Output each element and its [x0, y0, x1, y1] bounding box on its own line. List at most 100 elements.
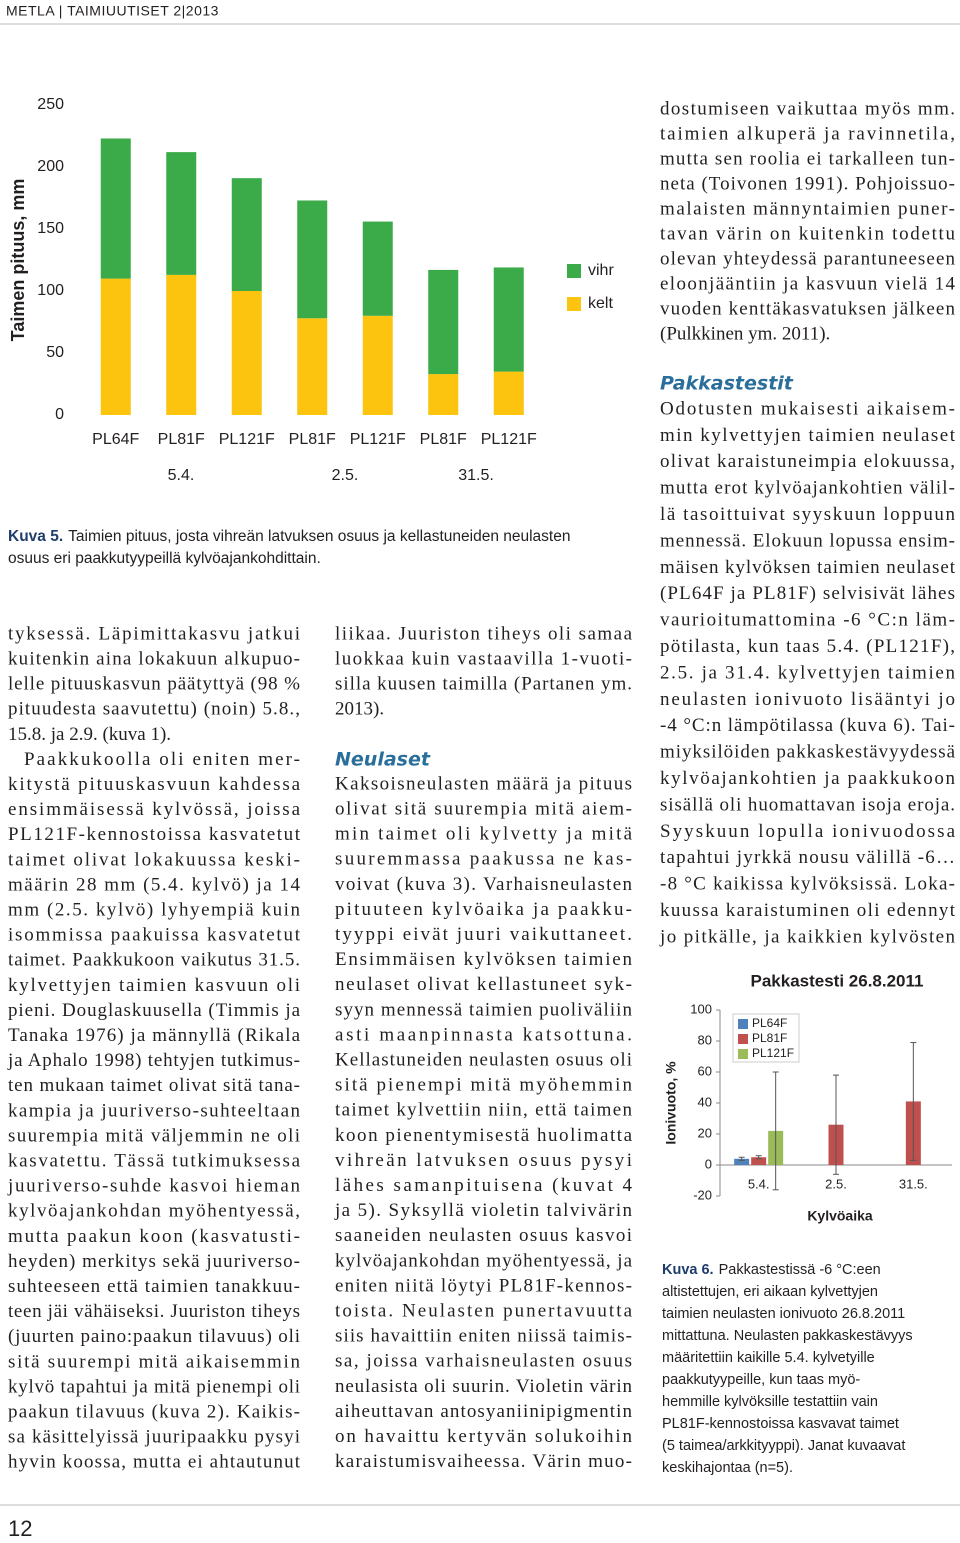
body-line: miyksilöiden pakkaskestävyydessä [660, 742, 956, 763]
body-line: sitä suurempi mitä aikaisemmin [8, 1351, 301, 1372]
body-line: -8 °C kaikissa kylvöksissä. Loka- [660, 874, 955, 895]
body-line: pituudesta saavutettu) (noin) 5.8., [8, 699, 300, 720]
legend-swatch [738, 1019, 748, 1029]
body-line: jo pitkälle, ja kaikkien kylvösten [659, 926, 956, 947]
bar-segment [428, 269, 459, 375]
body-line: Syyskuun lopulla ionivuodossa [660, 821, 956, 842]
body-line: kylvöajankohdan myöhentyessä, ja [335, 1250, 633, 1271]
body-line: tapahtui jyrkkä nousu välillä -6… [660, 847, 955, 868]
body-line: mutta sen roolia ei tarkalleen tun- [660, 148, 955, 169]
body-line: taimien alkuperä ja ravinnetila, [660, 123, 955, 144]
body-line: 15.8. ja 2.9. (kuva 1). [8, 724, 171, 745]
x-tick-label: PL121F [481, 431, 537, 448]
x-tick-label: PL81F [158, 431, 205, 448]
body-line: tyksessä. Läpimittakasvu jatkui [8, 623, 300, 644]
x-tick-label: 2.5. [825, 1176, 847, 1191]
body-line: Odotusten mukaisesti aikaisem- [660, 398, 955, 419]
body-line: 2013). [335, 699, 384, 720]
body-line: siis havaittiin eniten niissä taimis- [335, 1326, 632, 1347]
body-line: eloonjääntiin ja kasvuun vielä 14 [660, 273, 956, 294]
body-line: kampia ja juuriverso-suhteeltaan [8, 1100, 301, 1121]
y-tick-label: 250 [37, 96, 64, 113]
body-line: Paakkukoolla oli eniten mer- [24, 749, 300, 770]
body-line: suurempia mitä väljemmin ne oli [8, 1125, 300, 1146]
caption-text: Taimien pituus, josta vihreän latvuksen … [68, 528, 570, 545]
body-line: voivat (kuva 3). Varhaisneulasten [335, 874, 633, 895]
legend-label: PL81F [752, 1031, 787, 1045]
body-line: suhteeseen että taimien tanakkuu- [8, 1276, 300, 1297]
body-line: Kellastuneiden neulasten osuus oli [335, 1049, 632, 1070]
body-line: aiheuttavan antosyaniinipigmentin [335, 1401, 633, 1422]
body-line: sa käsittelyissä juuripaakku pysyi [8, 1427, 300, 1448]
caption-line: PL81F-kennostoissa kasvavat taimet [662, 1416, 899, 1432]
body-line: taimet. Paakkukoon vaikutus 31.5. [8, 950, 300, 971]
body-line: 2.5. ja 31.4. kylvettyjen taimien [660, 662, 956, 683]
section-heading: Pakkastestit [660, 373, 794, 395]
y-tick-label: 150 [37, 220, 64, 237]
y-tick-label: 80 [698, 1032, 712, 1047]
body-line: kylvettyjen taimien kasvuun oli [8, 975, 300, 996]
x-tick-label: 31.5. [899, 1176, 928, 1191]
caption-line: hemmille kylvöksille testattiin vain [662, 1394, 878, 1410]
bar-segment [362, 315, 393, 415]
body-line: luokkaa kuin vastaavilla 1-vuoti- [335, 648, 632, 669]
legend-label: vihr [588, 262, 614, 279]
body-line: tavan värin on kuitenkin todettu [660, 223, 956, 244]
body-line: (Pulkkinen ym. 2011). [660, 323, 830, 344]
body-line: neulasten ionivuoto lisääntyi jo [660, 689, 955, 710]
body-line: ja 5). Syksyllä violetin talvivärin [334, 1200, 633, 1221]
y-tick-label: 20 [698, 1125, 712, 1140]
legend-label: PL64F [752, 1016, 787, 1030]
bar-segment [231, 291, 262, 415]
body-line: lä tasoittuivat syyskuun loppuun [660, 504, 956, 525]
body-line: ja Aphalo 1998) tehtyjen tutkimus- [7, 1050, 300, 1071]
caption-text: Pakkastestissä -6 °C:een [719, 1262, 881, 1278]
y-tick-label: 60 [698, 1063, 712, 1078]
legend-label: kelt [588, 295, 613, 312]
caption-line: Kuva 5. Taimien pituus, josta vihreän lat… [8, 528, 570, 545]
body-line: pötilasta, kun taas 5.4. (PL121F), [660, 636, 955, 657]
bar-segment [428, 374, 459, 415]
y-tick-label: 200 [37, 158, 64, 175]
body-line: ten mukaan taimet olivat sitä tana- [8, 1075, 300, 1096]
body-line: olivat karaistuneimpia elokuussa, [660, 451, 955, 472]
caption-label: Kuva 6. [662, 1262, 714, 1278]
body-line: saaneiden neulasten osuus kasvoi [335, 1225, 632, 1246]
body-line: koon pienentymisestä huolimatta [335, 1125, 633, 1146]
bar [734, 1158, 750, 1165]
caption-line: osuus eri paakkutyypeillä kylvöajankohdi… [8, 550, 321, 567]
body-line: vaurioitumattomina -6 °C:n läm- [660, 610, 955, 631]
caption-label: Kuva 5. [8, 528, 63, 545]
body-line: neta (Toivonen 1991). Pohjoissuo- [660, 173, 955, 194]
body-line: mäisen kylvöksen taimien neulaset [660, 557, 956, 578]
body-line: pituuteen kylvöaika ja paakku- [335, 899, 632, 920]
body-line: määrin 28 mm (5.4. kylvö) ja 14 [8, 874, 301, 895]
body-line: malaisten männyntaimien puner- [660, 198, 955, 219]
bar-segment [493, 371, 524, 415]
y-tick-label: 100 [690, 1001, 712, 1016]
x-tick-label: 5.4. [748, 1176, 770, 1191]
body-line: syyn mennessä taimien puoliväliin [335, 999, 633, 1020]
bar-segment [493, 267, 524, 372]
x-tick-label: PL121F [350, 431, 406, 448]
bar-segment [166, 152, 197, 275]
caption-line: taimien neulasten ionivuoto 26.8.2011 [662, 1306, 905, 1322]
bar-segment [297, 200, 328, 319]
body-line: toista. Neulasten punertavuutta [335, 1300, 633, 1321]
legend-swatch [567, 264, 581, 278]
body-line: taimet kylvettiin niin, että taimen [335, 1100, 633, 1121]
body-line: min kylvettyjen taimien neulaset [660, 425, 956, 446]
body-line: kylvö tapahtui ja mitä pienempi oli [8, 1376, 300, 1397]
caption-line: paakkutyypeille, kun taas myö- [662, 1372, 860, 1388]
y-axis-label: Taimen pituus, mm [8, 179, 28, 342]
section-heading: Neulaset [335, 749, 431, 771]
caption-line: (5 taimea/arkkityyppi). Janat kuvaavat [662, 1438, 905, 1454]
body-line: mm (2.5. kylvö) lyhyempiä kuin [8, 899, 301, 920]
body-line: kitystä pituuskasvuun kahdessa [8, 774, 301, 795]
body-line: dostumiseen vaikuttaa myös mm. [660, 98, 955, 119]
x-tick-label: PL121F [219, 431, 275, 448]
body-line: kuitenkin aina lokakuun alkupuo- [8, 648, 300, 669]
body-line: on havaittu kertyvän solukoihin [335, 1426, 633, 1447]
body-line: lelle pituuskasvun päätyttyä (98 % [8, 674, 300, 695]
body-line: liikaa. Juuriston tiheys oli samaa [335, 623, 633, 644]
